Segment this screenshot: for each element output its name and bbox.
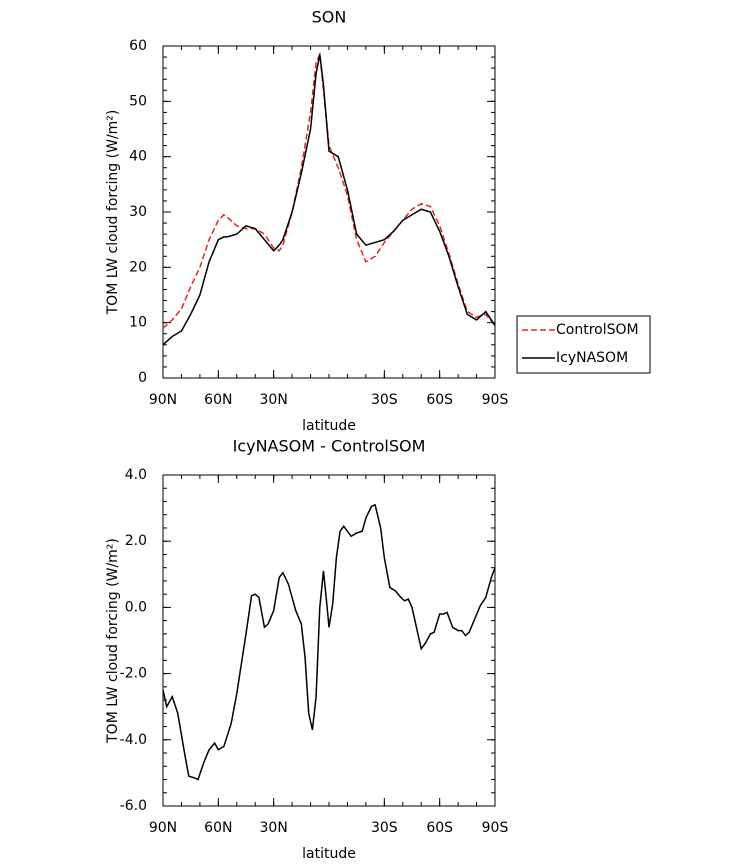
data-line	[162, 503, 496, 781]
y-tick-label: 0.0	[125, 599, 147, 615]
x-axis-label: latitude	[302, 418, 356, 434]
y-tick-label: 4.0	[125, 467, 147, 483]
x-tick-label: 60N	[204, 392, 232, 408]
y-tick-label: 60	[129, 38, 147, 54]
y-tick-label: 40	[129, 149, 147, 165]
y-tick-label: -2.0	[120, 666, 147, 682]
legend-box	[516, 315, 651, 374]
y-tick-label: -4.0	[120, 732, 147, 748]
x-tick-label: 60N	[204, 820, 232, 836]
plot-frame	[162, 474, 496, 807]
y-tick-label: 30	[129, 204, 147, 220]
x-tick-label: 30S	[371, 820, 398, 836]
data-line	[162, 51, 496, 329]
x-tick-label: 90S	[482, 820, 509, 836]
x-tick-label: 90N	[149, 392, 177, 408]
x-tick-label: 30N	[260, 820, 288, 836]
y-tick-label: 20	[129, 259, 147, 275]
x-axis-label: latitude	[302, 846, 356, 862]
x-tick-label: 30N	[260, 392, 288, 408]
legend-label: IcyNASOM	[556, 350, 628, 366]
y-tick-label: -6.0	[120, 798, 147, 814]
x-tick-label: 90S	[482, 392, 509, 408]
y-tick-label: 50	[129, 93, 147, 109]
x-tick-label: 30S	[371, 392, 398, 408]
x-tick-label: 60S	[426, 392, 453, 408]
plot-frame	[162, 45, 496, 379]
chart-title: IcyNASOM - ControlSOM	[233, 437, 426, 456]
legend-label: ControlSOM	[556, 322, 639, 338]
y-tick-label: 10	[129, 315, 147, 331]
y-tick-label: 0	[138, 370, 147, 386]
chart-title: SON	[312, 8, 347, 27]
y-axis-label: TOM LW cloud forcing (W/m²)	[105, 538, 121, 744]
y-tick-label: 2.0	[125, 533, 147, 549]
x-tick-label: 90N	[149, 820, 177, 836]
data-line	[162, 54, 496, 346]
y-axis-label: TOM LW cloud forcing (W/m²)	[105, 110, 121, 316]
x-tick-label: 60S	[426, 820, 453, 836]
